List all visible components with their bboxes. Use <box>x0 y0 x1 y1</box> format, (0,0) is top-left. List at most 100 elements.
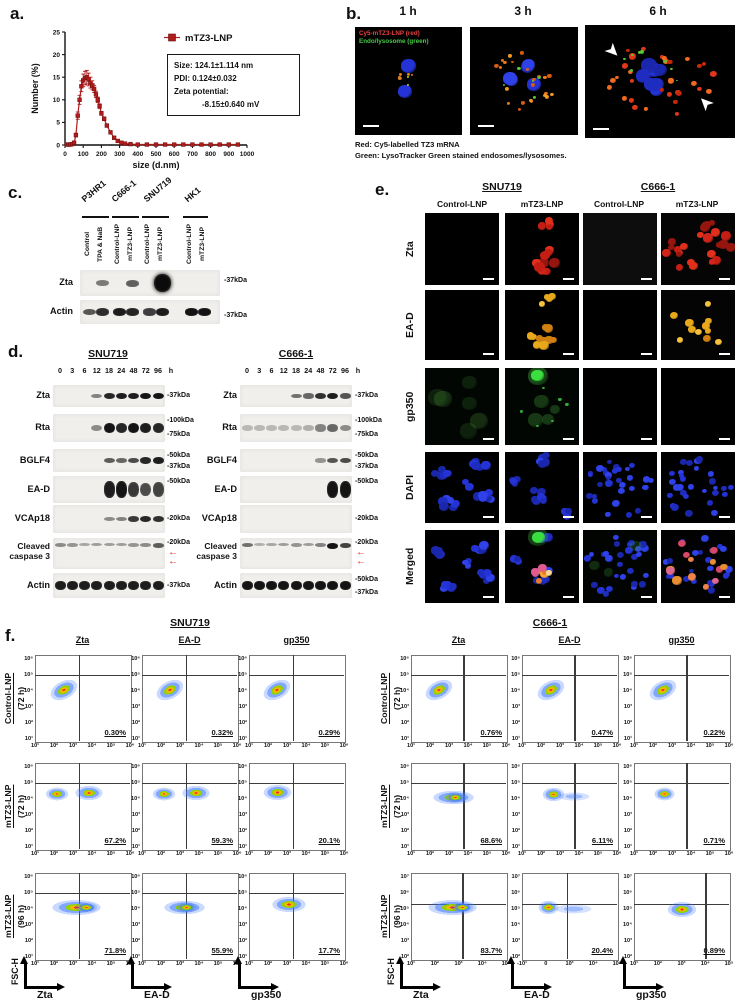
timepoint-label: 72 <box>328 366 337 375</box>
cell-blob <box>542 570 548 575</box>
protein-band <box>140 515 152 523</box>
x-axis-tick: 10¹ <box>30 743 40 749</box>
cell-blob <box>673 100 678 104</box>
protein-band <box>253 543 265 547</box>
marker-column-header: EA-D <box>178 635 201 645</box>
cell-population-cluster <box>42 785 72 803</box>
stain-row-label: gp350 <box>404 391 416 422</box>
x-axis-tick: 10³ <box>68 851 78 857</box>
cell-blob <box>616 551 624 558</box>
quadrant-hline <box>249 782 344 785</box>
x-axis-tick: 10³ <box>282 743 292 749</box>
x-axis-tick: 10⁵ <box>320 961 330 967</box>
cell-blob <box>442 581 452 590</box>
cell-blob <box>401 59 417 73</box>
x-axis-tick: 10³ <box>667 743 677 749</box>
cell-blob <box>711 256 722 265</box>
overlay-endolysosome-label: Endo/lysosome (green) <box>359 38 429 45</box>
scale-bar <box>593 128 609 130</box>
treatment-column-header: mTZ3-LNP <box>675 199 719 209</box>
cell-blob <box>543 91 548 96</box>
cell-blob <box>588 560 600 571</box>
y-axis-tick: 10³ <box>238 704 247 710</box>
y-axis-tick: 10⁵ <box>24 890 33 896</box>
y-axis-tick: 10² <box>238 720 247 726</box>
y-axis-tick: 10² <box>131 828 140 834</box>
western-blot-panel-c: P3HR1 C666-1 SNU719 HK1 Control TPA & NaB Cont… <box>0 175 345 340</box>
protein-band <box>266 543 277 547</box>
group-title: SNU719 <box>170 617 210 629</box>
red-arrow-icon: ← <box>168 547 178 558</box>
x-axis-tick: 10⁴ <box>463 851 473 857</box>
y-axis-tick: 10⁴ <box>623 688 632 694</box>
cell-blob <box>469 412 488 429</box>
y-axis-tick: 10⁵ <box>511 906 520 912</box>
cell-blob <box>591 494 597 499</box>
protein-band <box>115 457 127 464</box>
cell-population-cluster <box>149 785 179 803</box>
cell-blob <box>704 300 712 307</box>
protein-band <box>278 581 290 590</box>
x-axis-tick: 10⁶ <box>125 743 135 749</box>
cell-blob <box>434 391 452 408</box>
cell-line-underline <box>112 216 139 218</box>
protein-band <box>128 422 139 434</box>
cell-blob <box>542 576 551 584</box>
protein-band <box>315 392 326 400</box>
cell-blob <box>652 63 667 77</box>
x-axis-tick: 10¹ <box>629 743 639 749</box>
molecular-weight-marker: -20kDa <box>167 515 190 522</box>
molecular-weight-marker: -37kDa <box>224 312 247 319</box>
cell-blob <box>550 419 554 423</box>
x-axis-tick: 10³ <box>282 961 292 967</box>
cell-blob <box>529 99 533 103</box>
cell-blob <box>710 228 721 237</box>
scale-bar <box>483 596 494 598</box>
protein-band <box>128 543 139 547</box>
cell-blob <box>642 476 651 484</box>
flow-plot <box>35 763 132 851</box>
cell-population-cluster <box>449 900 476 915</box>
quadrant-percentage: 20.4% <box>591 946 613 955</box>
cell-blob <box>638 51 641 54</box>
y-axis-arrowhead <box>234 956 243 964</box>
protein-band <box>54 581 66 590</box>
cell-blob <box>683 575 691 583</box>
protein-band <box>327 424 339 432</box>
cell-blob <box>531 83 536 87</box>
condition-time-label: (96 h) <box>392 904 402 928</box>
protein-band <box>266 425 277 431</box>
cell-blob <box>616 477 622 483</box>
x-axis-tick: 10¹ <box>137 851 147 857</box>
x-axis-tick: 10² <box>648 851 658 857</box>
cell-blob <box>539 336 548 345</box>
cell-population-cluster <box>663 899 700 919</box>
cell-blob <box>725 243 735 253</box>
cell-blob <box>701 62 706 67</box>
x-axis-arrowhead <box>164 983 172 991</box>
quadrant-vline <box>78 763 80 849</box>
quadrant-vline <box>566 873 568 959</box>
condition-time-label: (72 h) <box>16 686 26 710</box>
cell-blob <box>611 468 619 475</box>
protein-band <box>155 308 169 316</box>
group-title: C666-1 <box>532 617 568 629</box>
overlay-cy5-label: Cy5-mTZ3-LNP (red) <box>359 30 420 37</box>
y-axis-tick: 10¹ <box>511 844 520 850</box>
cell-blob <box>537 563 547 572</box>
cell-blob <box>612 499 620 507</box>
cell-blob <box>669 574 675 579</box>
microscopy-3h-image <box>470 27 578 135</box>
protein-band <box>339 393 351 399</box>
stain-row-label: Merged <box>404 547 416 586</box>
timepoint-1h: 1 h <box>399 4 417 18</box>
x-axis-tick: 10⁶ <box>125 961 135 967</box>
cell-blob <box>603 551 610 557</box>
cell-blob <box>630 68 634 72</box>
cell-blob <box>549 405 560 415</box>
x-axis-arrowhead <box>433 983 441 991</box>
cell-blob <box>621 96 628 102</box>
timepoint-label: 3 <box>70 366 75 375</box>
y-axis-tick: 10² <box>238 938 247 944</box>
cell-blob <box>667 59 673 65</box>
